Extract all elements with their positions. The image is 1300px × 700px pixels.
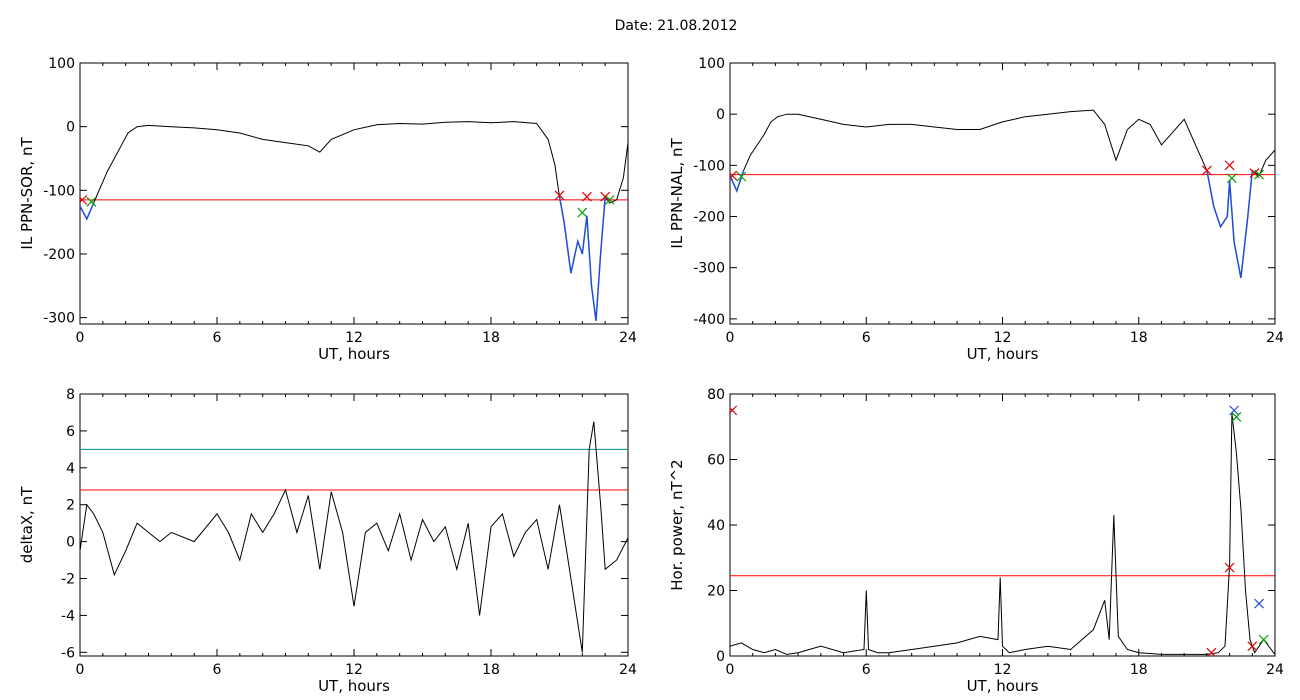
x-tick-label: 0 — [726, 662, 735, 678]
y-axis-label: deltaX, nT — [18, 486, 36, 563]
y-tick-label: 20 — [707, 584, 725, 600]
event-marker — [736, 171, 747, 182]
event-marker — [1231, 412, 1242, 422]
event-marker — [1201, 165, 1212, 176]
y-tick-label: 0 — [66, 535, 75, 551]
x-tick-label: 6 — [862, 662, 871, 678]
panel-il-ppn-nal: 0 6 12 18 24 100 0 -100 -200 -300 -400 UT, hours IL … — [668, 56, 1284, 363]
y-tick-label: -100 — [43, 183, 75, 199]
y-tick-label: 0 — [716, 107, 725, 123]
event-marker — [730, 170, 738, 181]
plot-area — [80, 421, 628, 653]
plot-frame — [729, 393, 1276, 657]
series-line — [80, 421, 628, 653]
x-tick-label: 24 — [619, 330, 637, 346]
page-title: Date: 21.08.2012 — [614, 18, 738, 34]
x-tick-label: 12 — [345, 330, 363, 346]
y-tick-label: 6 — [66, 424, 75, 440]
x-tick-label: 18 — [482, 330, 500, 346]
panel-hor-power: 0 6 12 18 24 80 60 40 20 0 UT, hours Hor. power, nT… — [668, 387, 1284, 695]
plot-area — [80, 121, 628, 321]
event-marker — [80, 194, 88, 205]
event-marker — [1229, 405, 1240, 416]
plot-frame — [79, 393, 629, 657]
x-tick-label: 0 — [76, 330, 85, 346]
event-marker — [577, 207, 588, 218]
y-axis-label: IL PPN-NAL, nT — [668, 138, 686, 249]
x-axis-label: UT, hours — [318, 345, 390, 363]
x-tick-label: 18 — [1130, 330, 1148, 346]
y-tick-label: 100 — [48, 56, 75, 72]
event-marker — [581, 191, 592, 202]
y-tick-label: -4 — [61, 608, 75, 624]
event-marker — [1247, 641, 1258, 652]
series-line — [730, 109, 1275, 278]
event-marker — [600, 191, 611, 202]
panel-deltax: 0 6 12 18 24 8 6 4 2 0 -2 -4 -6 UT, hours deltaX, nT — [18, 387, 637, 695]
event-marker — [1254, 598, 1265, 609]
event-marker — [86, 196, 97, 207]
y-tick-label: -200 — [43, 247, 75, 263]
y-axis-label: IL PPN-SOR, nT — [18, 137, 36, 250]
y-tick-label: 4 — [66, 461, 75, 477]
y-tick-label: 80 — [707, 387, 725, 403]
y-tick-label: -100 — [693, 158, 725, 174]
event-marker — [730, 405, 738, 416]
y-tick-label: 40 — [707, 518, 725, 534]
event-marker — [1206, 647, 1217, 656]
x-tick-label: 0 — [726, 330, 735, 346]
x-axis-label: UT, hours — [967, 677, 1039, 695]
event-marker — [1224, 160, 1235, 171]
plot-area — [730, 405, 1275, 656]
y-tick-label: 0 — [66, 120, 75, 136]
x-tick-label: 12 — [994, 330, 1012, 346]
x-tick-label: 6 — [862, 330, 871, 346]
highlight-segment — [1206, 170, 1254, 279]
plot-area — [730, 109, 1275, 279]
y-tick-label: -400 — [693, 312, 725, 328]
y-tick-label: 8 — [66, 387, 75, 403]
x-axis-label: UT, hours — [318, 677, 390, 695]
x-tick-label: 18 — [482, 662, 500, 678]
event-marker — [554, 190, 565, 201]
x-tick-label: 6 — [213, 330, 222, 346]
y-tick-label: 100 — [698, 56, 725, 72]
event-marker — [1226, 173, 1237, 184]
event-marker — [1258, 634, 1269, 645]
y-tick-label: 0 — [716, 649, 725, 665]
panel-il-ppn-sor: 0 6 12 18 24 100 0 -100 -200 -300 UT, hours IL PPN-… — [18, 56, 637, 363]
plot-frame — [729, 62, 1276, 325]
event-marker — [1224, 562, 1235, 573]
y-tick-label: -300 — [693, 261, 725, 277]
series-line — [80, 121, 628, 321]
x-tick-label: 0 — [76, 662, 85, 678]
highlight-segment — [558, 196, 606, 321]
x-tick-label: 12 — [994, 662, 1012, 678]
x-tick-label: 18 — [1130, 662, 1148, 678]
y-tick-label: 60 — [707, 453, 725, 469]
y-tick-label: -300 — [43, 311, 75, 327]
event-marker — [1254, 169, 1265, 180]
y-tick-label: 2 — [66, 498, 75, 514]
event-marker — [604, 194, 615, 205]
series-line — [730, 413, 1275, 655]
y-axis-label: Hor. power, nT^2 — [668, 459, 686, 590]
x-tick-label: 6 — [213, 662, 222, 678]
highlight-segment — [80, 202, 95, 221]
y-tick-label: -6 — [61, 645, 75, 661]
y-tick-label: -2 — [61, 572, 75, 588]
x-axis-label: UT, hours — [967, 345, 1039, 363]
x-tick-label: 24 — [1266, 662, 1284, 678]
x-tick-label: 24 — [619, 662, 637, 678]
x-tick-label: 12 — [345, 662, 363, 678]
plot-frame — [79, 62, 629, 325]
y-tick-label: -200 — [693, 210, 725, 226]
x-tick-label: 24 — [1266, 330, 1284, 346]
